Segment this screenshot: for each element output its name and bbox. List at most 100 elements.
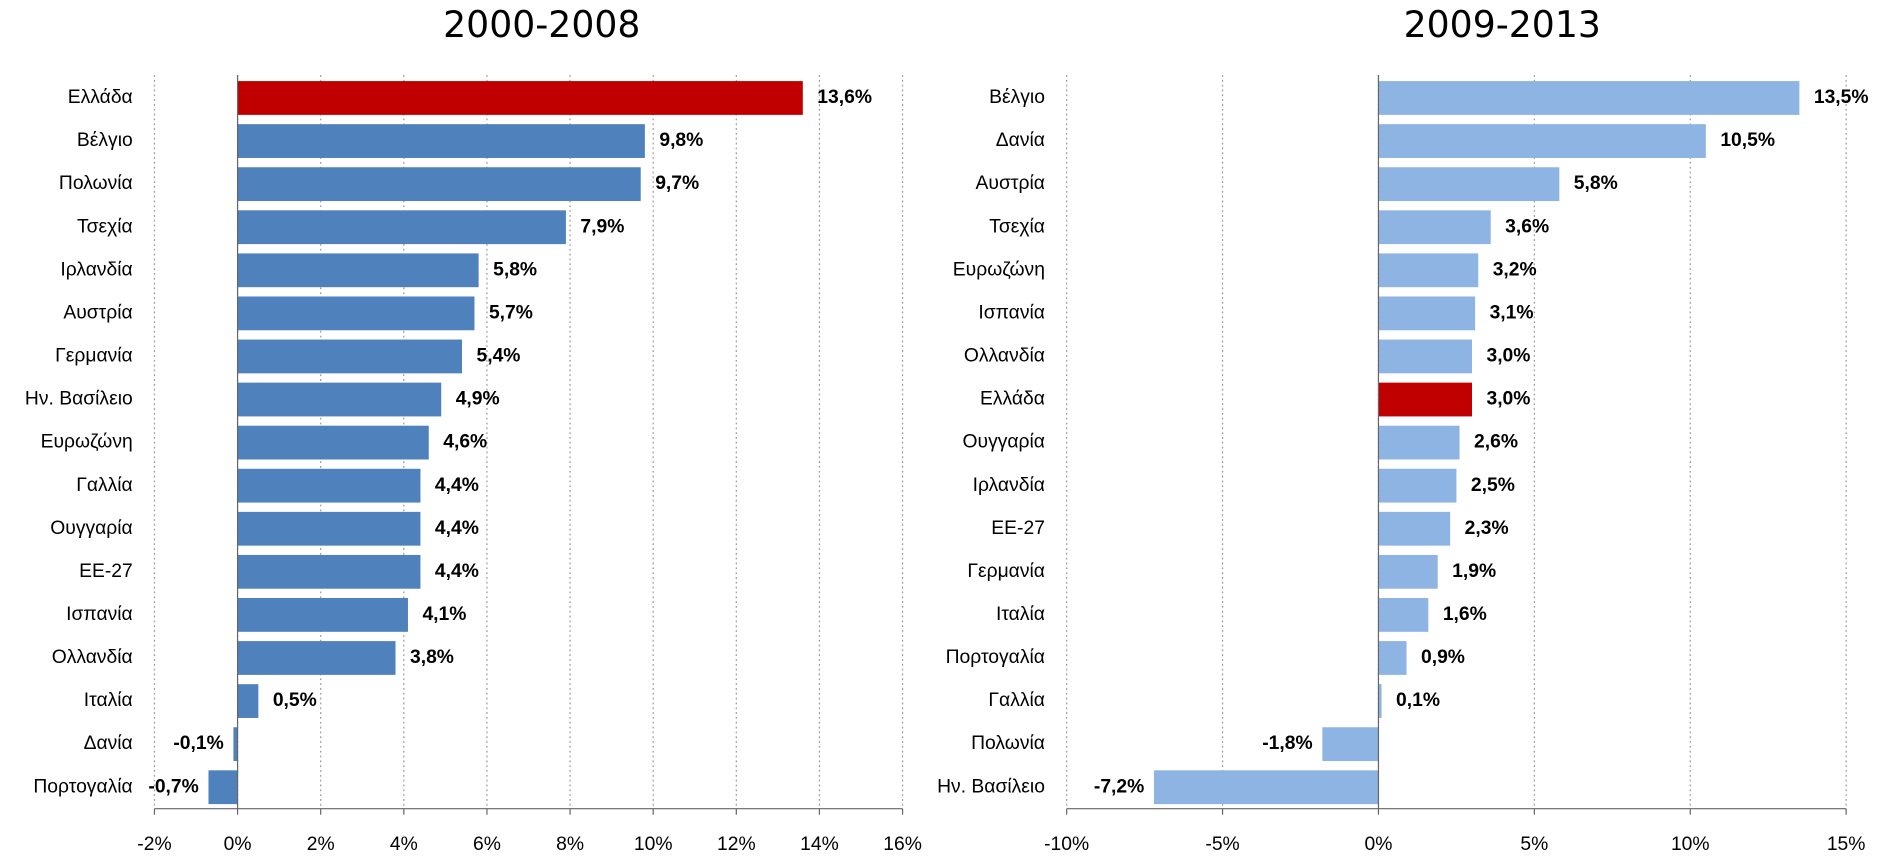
value-label: 0,1% (1396, 690, 1440, 711)
value-label: -0,7% (148, 776, 198, 797)
y-tick-label: ΕΕ-27 (79, 561, 133, 582)
bar (237, 468, 421, 503)
x-tick-label: 14% (800, 834, 839, 855)
x-tick-label: 0% (224, 834, 252, 855)
bar (1378, 167, 1560, 202)
bar (1378, 339, 1472, 374)
value-label: 7,9% (580, 216, 624, 237)
y-tick-label: Τσεχία (77, 216, 133, 237)
value-label: 4,1% (422, 604, 466, 625)
bar (1378, 641, 1407, 675)
bar (237, 425, 429, 460)
bar (1153, 770, 1379, 805)
y-tick-label: Ευρωζώνη (953, 259, 1045, 280)
y-tick-label: ΕΕ-27 (991, 518, 1045, 539)
value-label: 3,2% (1493, 259, 1537, 280)
y-tick-label: Πολωνία (59, 173, 133, 194)
value-label: 9,7% (655, 173, 699, 194)
bar (237, 684, 259, 718)
y-tick-label: Ιρλανδία (60, 259, 132, 280)
bar (1378, 511, 1451, 546)
bar (1378, 598, 1429, 632)
y-tick-label: Ολλανδία (964, 346, 1045, 367)
bar (233, 727, 238, 762)
y-tick-label: Ην. Βασίλειο (25, 389, 133, 410)
y-tick-label: Δανία (996, 130, 1045, 151)
x-tick-label: 4% (390, 834, 418, 855)
bar (1322, 727, 1379, 762)
value-label: -0,1% (173, 733, 223, 754)
bar (237, 296, 475, 331)
bar (1378, 425, 1460, 460)
x-tick-label: 8% (556, 834, 584, 855)
bar (1378, 253, 1479, 288)
y-tick-label: Ολλανδία (52, 647, 133, 668)
bar (237, 81, 803, 115)
y-tick-label: Ην. Βασίλειο (937, 776, 1045, 797)
value-label: 10,5% (1720, 130, 1775, 151)
bar (208, 770, 238, 805)
bar (1378, 554, 1438, 589)
bar (237, 382, 442, 417)
x-tick-label: 10% (634, 834, 673, 855)
bar (1378, 124, 1706, 158)
y-tick-label: Πολωνία (971, 733, 1045, 754)
x-tick-label: 16% (883, 834, 922, 855)
y-tick-label: Ισπανία (66, 604, 133, 625)
y-tick-label: Πορτογαλία (946, 647, 1045, 668)
value-label: 3,0% (1486, 346, 1530, 367)
value-label: 4,4% (435, 475, 479, 496)
y-tick-label: Ισπανία (978, 302, 1045, 323)
y-tick-label: Γαλλία (76, 475, 133, 496)
chart-title: 2000-2008 (443, 3, 640, 46)
value-label: 2,5% (1471, 475, 1515, 496)
value-label: 3,1% (1490, 302, 1534, 323)
y-tick-label: Αυστρία (976, 173, 1045, 194)
x-tick-label: -2% (137, 834, 171, 855)
bar (237, 598, 408, 632)
bar (237, 511, 421, 546)
value-label: -7,2% (1094, 776, 1144, 797)
value-label: 5,8% (1574, 173, 1618, 194)
value-label: 9,8% (659, 130, 703, 151)
value-label: 2,3% (1465, 518, 1509, 539)
y-tick-label: Αυστρία (63, 302, 132, 323)
x-tick-label: 6% (473, 834, 501, 855)
value-label: 0,5% (273, 690, 317, 711)
y-tick-label: Γερμανία (967, 561, 1045, 582)
bar (237, 210, 566, 245)
y-tick-label: Ουγγαρία (963, 432, 1045, 453)
bar (237, 253, 479, 288)
value-label: -1,8% (1262, 733, 1312, 754)
value-label: 3,6% (1505, 216, 1549, 237)
value-label: 4,9% (456, 389, 500, 410)
bar (1378, 81, 1800, 115)
x-tick-label: -5% (1205, 834, 1239, 855)
value-label: 4,4% (435, 561, 479, 582)
y-tick-label: Πορτογαλία (33, 776, 132, 797)
y-tick-label: Ιταλία (84, 690, 133, 711)
bar (237, 641, 396, 675)
value-label: 4,6% (443, 432, 487, 453)
value-label: 0,9% (1421, 647, 1465, 668)
bar (1378, 296, 1476, 331)
y-tick-label: Ελλάδα (980, 389, 1045, 410)
value-label: 1,9% (1452, 561, 1496, 582)
bar (1378, 468, 1457, 503)
x-tick-label: -10% (1044, 834, 1089, 855)
bar (237, 124, 645, 158)
y-tick-label: Ελλάδα (68, 87, 133, 108)
value-label: 13,5% (1814, 87, 1869, 108)
y-tick-label: Βέλγιο (77, 130, 133, 151)
x-tick-label: 0% (1365, 834, 1393, 855)
y-tick-label: Δανία (84, 733, 133, 754)
value-label: 5,7% (489, 302, 533, 323)
x-tick-label: 10% (1671, 834, 1710, 855)
value-label: 1,6% (1443, 604, 1487, 625)
value-label: 2,6% (1474, 432, 1518, 453)
y-tick-label: Ευρωζώνη (41, 432, 133, 453)
y-tick-label: Ουγγαρία (50, 518, 132, 539)
y-tick-label: Γαλλία (988, 690, 1045, 711)
